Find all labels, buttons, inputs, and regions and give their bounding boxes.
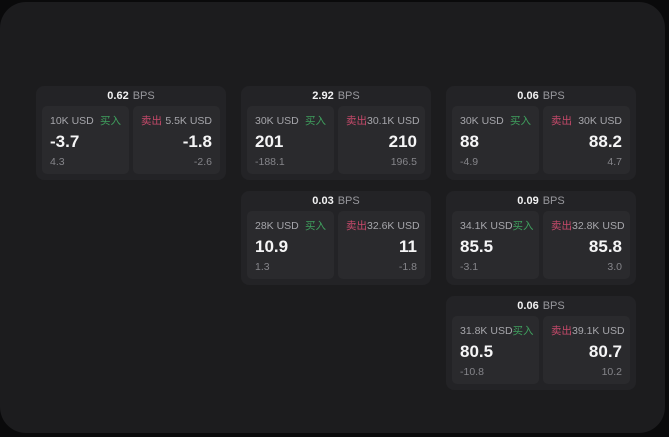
- buy-amount: 30K USD: [255, 115, 299, 127]
- buy-price: 10.9: [255, 236, 289, 256]
- sell-tile[interactable]: 卖出 32.6K USD 11 -1.8: [338, 211, 425, 279]
- buy-price: 88: [460, 131, 479, 151]
- buy-side-label: 买入: [512, 325, 534, 337]
- bps-value: 0.06: [517, 90, 539, 102]
- sell-delta: 3.0: [607, 261, 622, 273]
- bps-unit-label: BPS: [542, 195, 565, 207]
- buy-tile[interactable]: 28K USD 买入 10.9 1.3: [247, 211, 334, 279]
- buy-price: -3.7: [50, 131, 80, 151]
- sell-price: 80.7: [588, 341, 622, 361]
- sell-side-label: 卖出: [346, 220, 367, 232]
- buy-delta: -10.8: [460, 366, 484, 378]
- quotes-grid: 0.62 BPS 10K USD 买入 -3.7 4.3 卖出 5.5K USD…: [36, 86, 636, 390]
- sell-delta: -2.6: [193, 156, 212, 168]
- sell-price: -1.8: [182, 131, 212, 151]
- buy-amount: 10K USD: [50, 115, 94, 127]
- bps-value: 0.09: [517, 195, 539, 207]
- bps-unit-label: BPS: [337, 90, 360, 102]
- sell-amount: 32.6K USD: [367, 220, 420, 232]
- sell-price: 88.2: [588, 131, 622, 151]
- sell-delta: 196.5: [390, 156, 417, 168]
- buy-tile[interactable]: 10K USD 买入 -3.7 4.3: [42, 106, 129, 174]
- sell-delta: -1.8: [398, 261, 417, 273]
- buy-side-label: 买入: [305, 115, 326, 127]
- sell-amount: 32.8K USD: [572, 220, 625, 232]
- buy-side-label: 买入: [510, 115, 531, 127]
- bps-value: 0.62: [107, 90, 129, 102]
- buy-amount: 28K USD: [255, 220, 299, 232]
- quote-card: 0.03 BPS 28K USD 买入 10.9 1.3 卖出 32.6K US…: [241, 191, 431, 285]
- buy-delta: 1.3: [255, 261, 270, 273]
- buy-tile[interactable]: 31.8K USD 买入 80.5 -10.8: [452, 316, 539, 384]
- bps-value: 2.92: [312, 90, 334, 102]
- quote-card: 0.09 BPS 34.1K USD 买入 85.5 -3.1 卖出 32.8K…: [446, 191, 636, 285]
- sell-tile[interactable]: 卖出 32.8K USD 85.8 3.0: [543, 211, 630, 279]
- price-tiles: 30K USD 买入 201 -188.1 卖出 30.1K USD 210 1…: [247, 106, 425, 174]
- buy-delta: 4.3: [50, 156, 65, 168]
- quote-card: 0.06 BPS 30K USD 买入 88 -4.9 卖出 30K USD 8…: [446, 86, 636, 180]
- sell-tile[interactable]: 卖出 30K USD 88.2 4.7: [543, 106, 630, 174]
- bps-unit-label: BPS: [542, 90, 565, 102]
- sell-side-label: 卖出: [346, 115, 367, 127]
- sell-delta: 10.2: [601, 366, 622, 378]
- bps-header: 0.06 BPS: [452, 296, 630, 316]
- sell-amount: 30K USD: [578, 115, 622, 127]
- price-tiles: 31.8K USD 买入 80.5 -10.8 卖出 39.1K USD 80.…: [452, 316, 630, 384]
- buy-tile[interactable]: 34.1K USD 买入 85.5 -3.1: [452, 211, 539, 279]
- buy-tile[interactable]: 30K USD 买入 201 -188.1: [247, 106, 334, 174]
- price-tiles: 34.1K USD 买入 85.5 -3.1 卖出 32.8K USD 85.8…: [452, 211, 630, 279]
- buy-amount: 31.8K USD: [460, 325, 513, 337]
- bps-header: 0.62 BPS: [42, 86, 220, 106]
- sell-amount: 5.5K USD: [165, 115, 212, 127]
- quote-card: 0.62 BPS 10K USD 买入 -3.7 4.3 卖出 5.5K USD…: [36, 86, 226, 180]
- price-tiles: 10K USD 买入 -3.7 4.3 卖出 5.5K USD -1.8 -2.…: [42, 106, 220, 174]
- buy-amount: 30K USD: [460, 115, 504, 127]
- sell-tile[interactable]: 卖出 30.1K USD 210 196.5: [338, 106, 425, 174]
- buy-side-label: 买入: [100, 115, 121, 127]
- sell-price: 85.8: [588, 236, 622, 256]
- bps-unit-label: BPS: [337, 195, 360, 207]
- buy-side-label: 买入: [305, 220, 326, 232]
- sell-price: 210: [388, 131, 417, 151]
- sell-tile[interactable]: 卖出 39.1K USD 80.7 10.2: [543, 316, 630, 384]
- bps-value: 0.06: [517, 300, 539, 312]
- buy-price: 80.5: [460, 341, 494, 361]
- sell-tile[interactable]: 卖出 5.5K USD -1.8 -2.6: [133, 106, 220, 174]
- buy-price: 201: [255, 131, 284, 151]
- bps-header: 0.03 BPS: [247, 191, 425, 211]
- bps-header: 2.92 BPS: [247, 86, 425, 106]
- sell-amount: 30.1K USD: [367, 115, 420, 127]
- quote-card: 0.06 BPS 31.8K USD 买入 80.5 -10.8 卖出 39.1…: [446, 296, 636, 390]
- sell-side-label: 卖出: [551, 325, 572, 337]
- buy-delta: -188.1: [255, 156, 285, 168]
- bps-unit-label: BPS: [132, 90, 155, 102]
- sell-delta: 4.7: [607, 156, 622, 168]
- bps-value: 0.03: [312, 195, 334, 207]
- sell-price: 11: [399, 236, 417, 256]
- sell-side-label: 卖出: [141, 115, 162, 127]
- buy-price: 85.5: [460, 236, 494, 256]
- bps-unit-label: BPS: [542, 300, 565, 312]
- bps-header: 0.06 BPS: [452, 86, 630, 106]
- sell-side-label: 卖出: [551, 115, 572, 127]
- sell-amount: 39.1K USD: [572, 325, 625, 337]
- buy-delta: -4.9: [460, 156, 479, 168]
- bps-header: 0.09 BPS: [452, 191, 630, 211]
- price-tiles: 30K USD 买入 88 -4.9 卖出 30K USD 88.2 4.7: [452, 106, 630, 174]
- sell-side-label: 卖出: [551, 220, 572, 232]
- buy-delta: -3.1: [460, 261, 479, 273]
- buy-side-label: 买入: [512, 220, 534, 232]
- buy-tile[interactable]: 30K USD 买入 88 -4.9: [452, 106, 539, 174]
- buy-amount: 34.1K USD: [460, 220, 513, 232]
- quote-card: 2.92 BPS 30K USD 买入 201 -188.1 卖出 30.1K …: [241, 86, 431, 180]
- price-tiles: 28K USD 买入 10.9 1.3 卖出 32.6K USD 11 -1.8: [247, 211, 425, 279]
